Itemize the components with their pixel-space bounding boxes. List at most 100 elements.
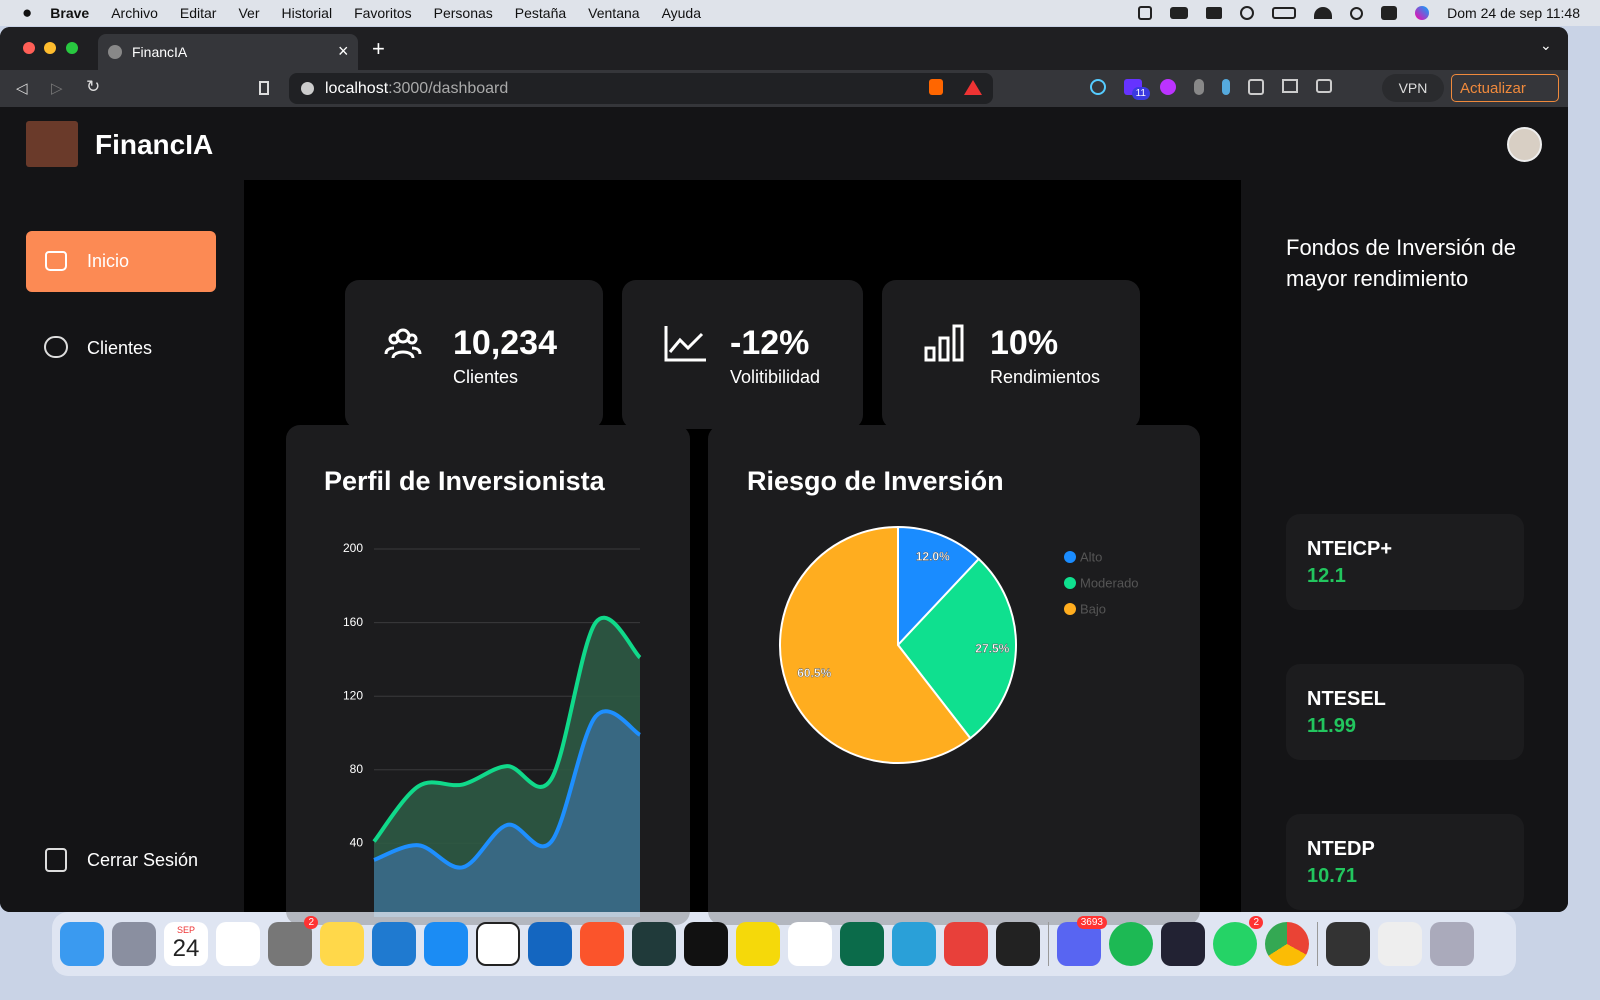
fund-card[interactable]: NTESEL 11.99 — [1286, 664, 1524, 760]
apple-icon[interactable]: ● — [22, 3, 33, 22]
menu-item[interactable]: Ventana — [588, 5, 640, 21]
tab-close[interactable]: × — [338, 41, 349, 61]
legend-swatch[interactable] — [1064, 551, 1076, 563]
menu-item[interactable]: Favoritos — [354, 5, 412, 21]
icon-part — [388, 333, 400, 345]
reminders[interactable] — [216, 922, 260, 966]
document[interactable] — [1378, 922, 1422, 966]
notes[interactable] — [320, 922, 364, 966]
control-center-icon[interactable] — [1381, 6, 1398, 20]
menu-item[interactable]: Editar — [179, 5, 217, 21]
launchpad[interactable] — [112, 922, 156, 966]
tab-menu[interactable]: ⌄ — [1540, 37, 1552, 53]
menu-items: Archivo Editar Ver Historial Favoritos Person… — [111, 5, 701, 21]
extension-icon[interactable] — [1222, 79, 1230, 95]
fund-card[interactable]: NTEDP 10.71 — [1286, 814, 1524, 910]
tab[interactable]: FinancIA × — [98, 34, 358, 70]
notion[interactable] — [476, 922, 520, 966]
legend-label[interactable]: Moderado — [1080, 575, 1139, 590]
gitkraken[interactable] — [632, 922, 676, 966]
minimize-button[interactable] — [44, 42, 56, 54]
menu-item[interactable]: Ver — [238, 5, 260, 21]
extension-icon[interactable] — [1160, 79, 1176, 95]
window-preview[interactable] — [1326, 922, 1370, 966]
update-button[interactable]: Actualizar — [1451, 74, 1559, 102]
brand[interactable]: FinancIA — [95, 129, 214, 160]
app-icon[interactable] — [684, 922, 728, 966]
menu-item[interactable]: Archivo — [111, 5, 158, 21]
nav-item[interactable]: Clientes — [26, 318, 216, 378]
volume-icon[interactable] — [1206, 7, 1223, 19]
funds-title: Fondos de Inversión de mayor rendimiento — [1286, 235, 1516, 291]
trash[interactable] — [1430, 922, 1474, 966]
extension-icon[interactable] — [1090, 79, 1106, 95]
site-info[interactable] — [301, 82, 314, 95]
extension-icon[interactable]: 11 — [1124, 79, 1150, 100]
whatsapp-badge: 2 — [1249, 916, 1263, 929]
siri-icon[interactable] — [1415, 6, 1430, 20]
chrome[interactable] — [1265, 922, 1309, 966]
nav-item-active[interactable]: Inicio — [26, 231, 216, 292]
extension-icon[interactable] — [1194, 79, 1204, 95]
zoom-button[interactable] — [66, 42, 78, 54]
edge[interactable] — [892, 922, 936, 966]
battery-icon[interactable] — [1272, 7, 1297, 19]
whatsapp[interactable]: 2 — [1213, 916, 1263, 966]
icon-part — [406, 333, 418, 345]
menu-item[interactable]: Personas — [433, 5, 493, 21]
app-icon[interactable] — [944, 922, 988, 966]
menu-item[interactable]: Pestaña — [514, 5, 567, 21]
brave-rewards[interactable] — [964, 80, 982, 95]
clock[interactable]: Dom 24 de sep 11:48 — [1447, 5, 1580, 21]
menu-item[interactable]: Ayuda — [661, 5, 702, 21]
avatar[interactable] — [1507, 127, 1542, 162]
status-icon[interactable] — [1170, 7, 1189, 19]
legend-swatch[interactable] — [1064, 577, 1076, 589]
brave[interactable] — [580, 922, 624, 966]
address-bar[interactable]: localhost:3000/dashboard — [289, 73, 993, 104]
forward-button[interactable]: ▷ — [51, 80, 63, 97]
area-fill — [374, 711, 640, 917]
logout[interactable]: Cerrar Sesión — [26, 828, 216, 888]
logout-label: Cerrar Sesión — [87, 850, 199, 870]
search-icon[interactable] — [1350, 6, 1364, 20]
discord[interactable]: 3693 — [1057, 916, 1107, 966]
stat-card: 10,234 Clientes — [345, 280, 603, 429]
app-icon[interactable] — [736, 922, 780, 966]
close-button[interactable] — [23, 42, 35, 54]
logo[interactable] — [26, 121, 78, 167]
nav-label: Inicio — [87, 251, 130, 271]
app-icon[interactable] — [1161, 922, 1205, 966]
bookmark-button[interactable] — [259, 81, 269, 95]
mongodb[interactable] — [788, 922, 832, 966]
finder[interactable] — [60, 922, 104, 966]
reload-button[interactable]: ↻ — [86, 77, 101, 96]
legend-label[interactable]: Alto — [1080, 549, 1102, 564]
app-store[interactable] — [424, 922, 468, 966]
wallet-button[interactable] — [1316, 79, 1332, 93]
status-icon[interactable] — [1138, 6, 1153, 20]
app-name[interactable]: Brave — [50, 5, 90, 21]
app-icon[interactable] — [840, 922, 884, 966]
extensions-button[interactable] — [1248, 79, 1264, 95]
menu-item[interactable]: Historial — [281, 5, 333, 21]
status-icon[interactable] — [1240, 6, 1255, 20]
legend-swatch[interactable] — [1064, 603, 1076, 615]
stat-icon — [664, 326, 706, 362]
new-tab[interactable]: + — [372, 36, 385, 61]
back-button[interactable]: ◁ — [16, 80, 28, 97]
wifi-icon[interactable] — [1314, 7, 1333, 19]
vscode[interactable] — [372, 922, 416, 966]
fund-card[interactable]: NTEICP+ 12.1 — [1286, 514, 1524, 610]
vpn-button[interactable]: VPN — [1382, 74, 1444, 102]
spotify[interactable] — [1109, 922, 1153, 966]
figma[interactable] — [996, 922, 1040, 966]
calendar[interactable]: SEP 24 — [164, 922, 208, 966]
legend-label[interactable]: Bajo — [1080, 601, 1106, 616]
settings[interactable]: 2 — [268, 916, 318, 966]
outlook[interactable] — [528, 922, 572, 966]
tab-bar: FinancIA × + ⌄ — [0, 27, 1568, 70]
url-host: localhost — [325, 80, 389, 97]
sidebar-button[interactable] — [1282, 79, 1298, 93]
brave-shield[interactable] — [929, 79, 943, 95]
